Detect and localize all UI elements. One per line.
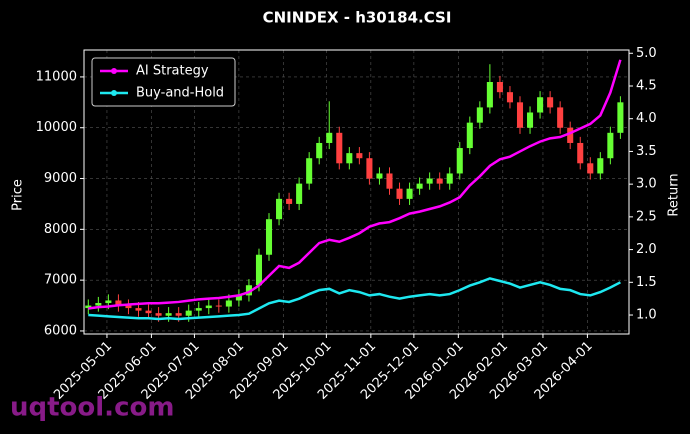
candle-body — [356, 153, 363, 159]
legend-label: AI Strategy — [136, 64, 209, 79]
legend: AI Strategy Buy-and-Hold — [91, 57, 236, 107]
candle-body — [336, 132, 343, 164]
chart-title: CNINDEX - h30184.CSI — [263, 9, 452, 27]
y2-tick-label: 2.0 — [636, 242, 657, 257]
return-line — [88, 59, 622, 310]
candle-body — [557, 107, 564, 128]
y-tick-label: 8000 — [44, 222, 77, 237]
candle-body — [567, 127, 574, 143]
candle-body — [155, 313, 162, 316]
candle-body — [416, 183, 423, 189]
y2-tick-label: 1.5 — [636, 275, 657, 290]
candle-body — [446, 173, 453, 184]
candle-body — [215, 305, 222, 307]
candle-body — [105, 300, 112, 304]
candle-body — [577, 142, 584, 164]
legend-label: Buy-and-Hold — [136, 86, 224, 101]
candle-body — [587, 163, 594, 174]
candle-body — [225, 300, 232, 307]
candle-body — [245, 285, 252, 296]
candle-body — [265, 219, 273, 255]
y2-tick-label: 4.0 — [636, 111, 657, 126]
candle-body — [135, 308, 142, 311]
plot-frame — [83, 49, 630, 335]
candle-body — [326, 132, 333, 143]
candle-body — [115, 300, 122, 306]
candle-body — [617, 102, 624, 133]
candle-body — [276, 198, 283, 220]
y-tick-label: 11000 — [36, 69, 77, 84]
candle-body — [205, 305, 212, 309]
candle-body — [516, 102, 524, 128]
candle-body — [255, 254, 263, 286]
candle-body — [527, 112, 534, 128]
candle-body — [145, 310, 152, 314]
candle-body — [386, 173, 393, 189]
candle-body — [165, 313, 172, 316]
candle-body — [547, 97, 554, 108]
candle-body — [476, 107, 483, 123]
candle-body — [396, 188, 403, 199]
legend-marker — [111, 90, 117, 96]
candle-body — [235, 295, 242, 301]
candle-body — [346, 153, 353, 164]
candle-body — [607, 132, 614, 159]
candle-body — [296, 183, 303, 204]
y2-tick-label: 1.0 — [636, 308, 657, 323]
candle-body — [406, 188, 413, 199]
candle-body — [316, 142, 323, 159]
y-tick-label: 6000 — [44, 323, 77, 338]
candle-body — [185, 310, 192, 316]
y2-tick-label: 5.0 — [636, 46, 657, 61]
candle-body — [95, 303, 102, 306]
y2-tick-label: 2.5 — [636, 209, 657, 224]
candle-body — [506, 92, 513, 103]
candle-body — [537, 97, 544, 113]
y-axis-label: Price — [11, 179, 26, 211]
candle-body — [486, 82, 493, 108]
candle-body — [306, 158, 313, 184]
y-tick-label: 7000 — [44, 273, 77, 288]
candle-body — [376, 173, 383, 179]
candle-body — [466, 122, 473, 149]
candle-body — [195, 308, 202, 311]
y-tick-label: 9000 — [44, 171, 77, 186]
y2-axis-label: Return — [667, 173, 682, 216]
legend-marker — [111, 68, 117, 74]
y-tick-label: 10000 — [36, 120, 77, 135]
y2-tick-label: 3.0 — [636, 177, 657, 192]
candle-body — [366, 158, 373, 179]
candle-body — [456, 148, 463, 174]
candle-body — [436, 178, 443, 184]
y2-tick-label: 3.5 — [636, 144, 657, 159]
y2-tick-label: 4.5 — [636, 78, 657, 93]
return-line — [88, 277, 621, 321]
watermark: uqtool.com — [10, 393, 174, 423]
candle-body — [125, 305, 132, 309]
candle-body — [175, 313, 182, 316]
candle-body — [426, 178, 433, 184]
candle-body — [85, 305, 92, 309]
candle-body — [286, 198, 293, 204]
candle-body — [496, 82, 503, 93]
candle-body — [597, 158, 604, 174]
